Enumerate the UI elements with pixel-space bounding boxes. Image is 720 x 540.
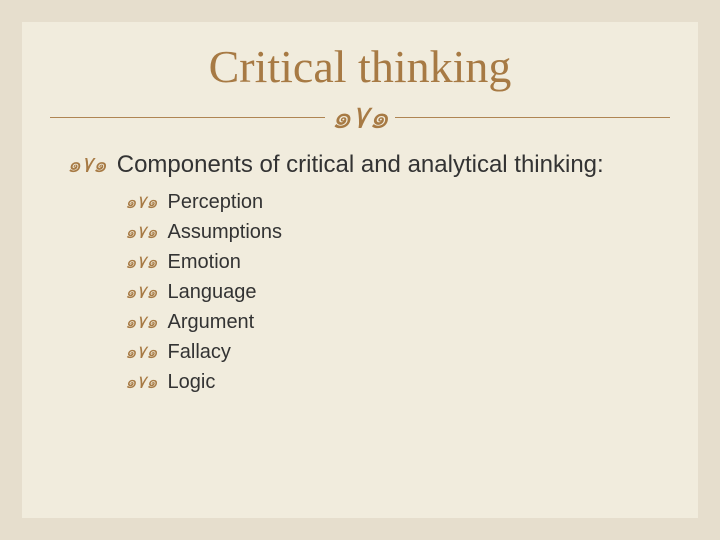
subitem-text: Logic <box>168 369 216 396</box>
bullet-icon: ๑۷๑ <box>125 283 158 301</box>
divider-line-left <box>50 117 325 118</box>
bullet-icon: ๑۷๑ <box>125 313 158 331</box>
subitem-text: Assumptions <box>168 219 283 246</box>
slide-title: Critical thinking <box>22 40 698 93</box>
bullet-icon: ๑۷๑ <box>125 193 158 211</box>
title-divider: ๑۷๑ <box>50 101 670 133</box>
subitem-text: Emotion <box>168 249 241 276</box>
sublist: ๑۷๑ Perception ๑۷๑ Assumptions ๑۷๑ Emoti… <box>125 189 653 396</box>
subitem-text: Perception <box>168 189 264 216</box>
list-item: ๑۷๑ Language <box>125 279 653 306</box>
slide: Critical thinking ๑۷๑ ๑۷๑ Components of … <box>0 0 720 540</box>
list-item-level1: ๑۷๑ Components of critical and analytica… <box>67 151 653 179</box>
bullet-icon: ๑۷๑ <box>125 373 158 391</box>
list-item: ๑۷๑ Perception <box>125 189 653 216</box>
list-item: ๑۷๑ Assumptions <box>125 219 653 246</box>
content-area: ๑۷๑ Components of critical and analytica… <box>22 151 698 396</box>
bullet-icon: ๑۷๑ <box>125 223 158 241</box>
list-item: ๑۷๑ Logic <box>125 369 653 396</box>
subitem-text: Fallacy <box>168 339 231 366</box>
bullet-icon: ๑۷๑ <box>67 154 107 176</box>
subitem-text: Argument <box>168 309 255 336</box>
list-item: ๑۷๑ Fallacy <box>125 339 653 366</box>
list-item: ๑۷๑ Emotion <box>125 249 653 276</box>
bullet-icon: ๑۷๑ <box>125 343 158 361</box>
flourish-icon: ๑۷๑ <box>325 101 395 133</box>
bullet-icon: ๑۷๑ <box>125 253 158 271</box>
list-item: ๑۷๑ Argument <box>125 309 653 336</box>
subitem-text: Language <box>168 279 257 306</box>
divider-line-right <box>395 117 670 118</box>
level1-text: Components of critical and analytical th… <box>117 151 604 179</box>
